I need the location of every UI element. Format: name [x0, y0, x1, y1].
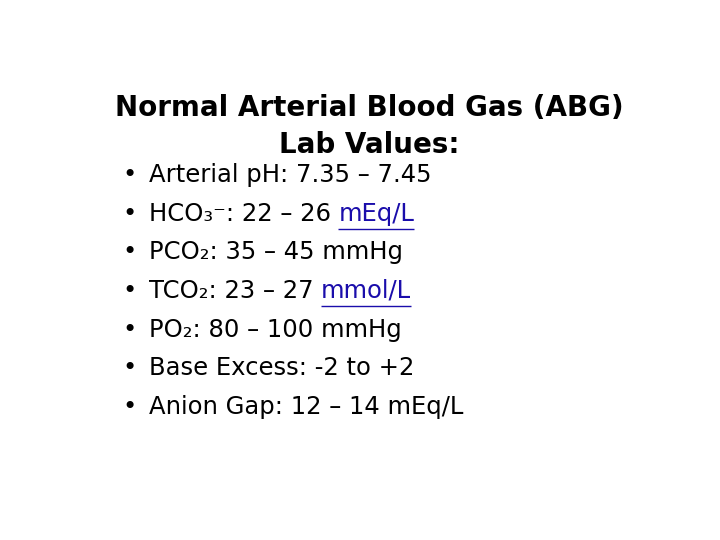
Text: Anion Gap: 12 – 14 mEq/L: Anion Gap: 12 – 14 mEq/L: [148, 395, 463, 419]
Text: Normal Arterial Blood Gas (ABG)
Lab Values:: Normal Arterial Blood Gas (ABG) Lab Valu…: [114, 94, 624, 159]
Text: •: •: [122, 318, 136, 342]
Text: Base Excess: -2 to +2: Base Excess: -2 to +2: [148, 356, 414, 380]
Text: •: •: [122, 240, 136, 264]
Text: TCO₂: 23 – 27: TCO₂: 23 – 27: [148, 279, 321, 303]
Text: •: •: [122, 201, 136, 226]
Text: •: •: [122, 163, 136, 187]
Text: •: •: [122, 356, 136, 380]
Text: mEq/L: mEq/L: [338, 201, 414, 226]
Text: mmol/L: mmol/L: [321, 279, 411, 303]
Text: HCO₃⁻: 22 – 26: HCO₃⁻: 22 – 26: [148, 201, 338, 226]
Text: •: •: [122, 279, 136, 303]
Text: •: •: [122, 395, 136, 419]
Text: Arterial pH: 7.35 – 7.45: Arterial pH: 7.35 – 7.45: [148, 163, 431, 187]
Text: PCO₂: 35 – 45 mmHg: PCO₂: 35 – 45 mmHg: [148, 240, 402, 264]
Text: PO₂: 80 – 100 mmHg: PO₂: 80 – 100 mmHg: [148, 318, 401, 342]
